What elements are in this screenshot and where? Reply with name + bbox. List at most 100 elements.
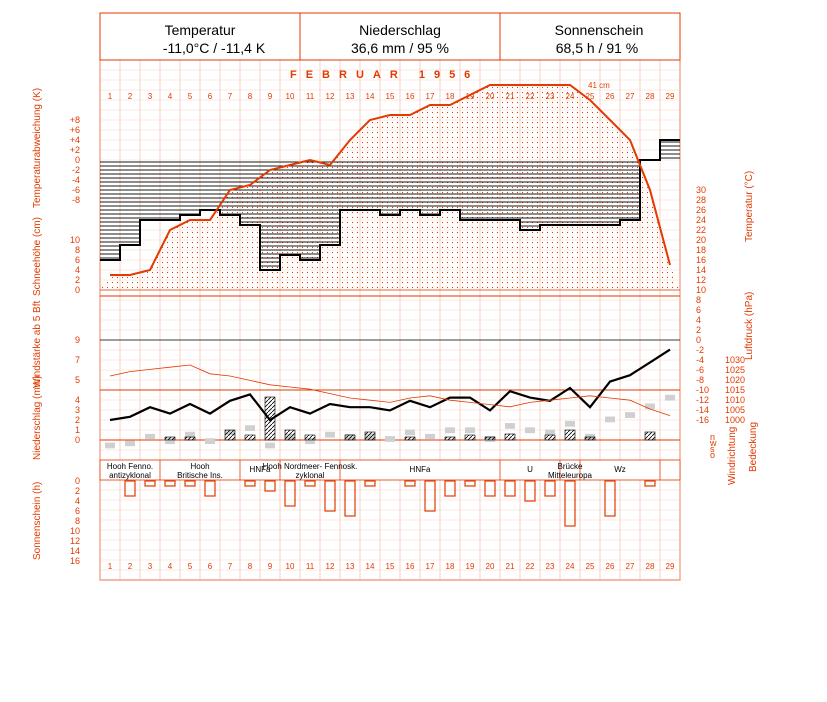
tick-temp-dev: +6 — [70, 125, 80, 135]
sunshine-bar — [324, 480, 336, 512]
temp-range-bar — [205, 438, 215, 445]
sunshine-bar — [444, 480, 456, 497]
precip-bar — [504, 433, 516, 441]
tick-temperature: -14 — [696, 405, 709, 415]
day-label: 7 — [228, 92, 233, 101]
axis-label-wind-dir: Windrichtung — [727, 427, 738, 485]
tick-snow: 10 — [70, 235, 80, 245]
day-label: 9 — [268, 92, 273, 101]
tick-precip: 2 — [75, 415, 80, 425]
weather-type-line2: antizyklonal — [109, 471, 151, 480]
day-label: 25 — [586, 562, 595, 571]
tick-sunshine: 16 — [70, 556, 80, 566]
tick-pressure: 1015 — [725, 385, 745, 395]
temp-range-bar — [325, 431, 335, 438]
sunshine-bars — [124, 480, 656, 527]
temp-dev-bar — [200, 160, 220, 210]
weather-type-line1: Brücke — [558, 462, 583, 471]
tick-temperature: 6 — [696, 305, 701, 315]
day-label: 1 — [108, 92, 113, 101]
precip-bar — [544, 434, 556, 441]
tick-temperature: 24 — [696, 215, 706, 225]
temp-dev-bar — [260, 160, 280, 270]
axis-label-sunshine: Sonnenschein (h) — [32, 482, 43, 560]
day-label: 29 — [666, 562, 675, 571]
axis-ticks: +8+6+4+20-2-4-6-810864203028262422201816… — [70, 115, 745, 566]
day-label: 16 — [406, 562, 415, 571]
tick-wind: 7 — [75, 355, 80, 365]
day-label: 27 — [626, 562, 635, 571]
temp-dev-bar — [160, 160, 180, 220]
day-label: 4 — [168, 562, 173, 571]
day-label: 14 — [366, 92, 375, 101]
tick-temperature: 8 — [696, 295, 701, 305]
tick-temperature: 10 — [696, 285, 706, 295]
temp-dev-bar — [280, 160, 300, 255]
day-label: 24 — [566, 562, 575, 571]
temp-range-bar — [145, 433, 155, 440]
tick-precip: 4 — [75, 395, 80, 405]
tick-temperature: 22 — [696, 225, 706, 235]
snow-line — [110, 84, 671, 276]
temp-dev-bar — [620, 160, 640, 220]
day-label: 13 — [346, 92, 355, 101]
day-label: 2 — [128, 562, 133, 571]
temp-dev-bar — [120, 160, 140, 245]
tick-temperature: 4 — [696, 315, 701, 325]
precip-bar — [464, 434, 476, 441]
day-label: 14 — [366, 562, 375, 571]
tick-snow: 8 — [75, 245, 80, 255]
temperature-line — [109, 348, 671, 422]
tick-temp-dev: -6 — [72, 185, 80, 195]
precip-bar — [444, 436, 456, 441]
tick-sunshine: 2 — [75, 486, 80, 496]
sunshine-bar — [504, 480, 516, 497]
day-label: 20 — [486, 562, 495, 571]
temp-range-bar — [125, 440, 135, 447]
sunshine-bar — [304, 480, 316, 487]
snow-note: 41 cm — [588, 81, 610, 90]
temp-dev-bar — [240, 160, 260, 225]
temp-range-bar — [645, 403, 655, 410]
temp-dev-bar — [140, 160, 160, 220]
precip-bar — [244, 434, 256, 441]
tick-temperature: 30 — [696, 185, 706, 195]
day-label: 12 — [326, 562, 335, 571]
precip-bar — [564, 429, 576, 441]
day-label: 26 — [606, 562, 615, 571]
tick-temperature: 0 — [696, 335, 701, 345]
temp-range-bar — [545, 429, 555, 436]
tick-temperature: -6 — [696, 365, 704, 375]
temp-dev-bar — [400, 160, 420, 210]
sunshine-title: Sonnenschein — [555, 22, 644, 38]
weather-type-line1: Hooh Nordmeer- Fennosk. — [263, 462, 358, 471]
tick-sunshine: 0 — [75, 476, 80, 486]
sunshine-bar — [424, 480, 436, 512]
day-label: 16 — [406, 92, 415, 101]
day-label: 15 — [386, 562, 395, 571]
temp-dev-bar — [320, 160, 340, 245]
tick-pressure: 1020 — [725, 375, 745, 385]
temp-dev-bar — [660, 140, 680, 160]
day-labels-bottom: 1 2 3 4 5 6 7 8 9 10 11 12 13 14 15 16 17 18 19 20 21 22 23 24 2… — [108, 562, 675, 571]
day-label: 15 — [386, 92, 395, 101]
tick-snow: 2 — [75, 275, 80, 285]
temperature-value: -11,0°C / -11,4 K — [163, 40, 266, 56]
tick-precip: 0 — [75, 435, 80, 445]
temp-range-bar — [445, 427, 455, 434]
sunshine-bar — [204, 480, 216, 497]
day-label: 11 — [306, 562, 315, 571]
weather-type-line1: HNFa — [410, 465, 431, 474]
axis-label-snow: Schneehöhe (cm) — [32, 217, 43, 296]
snow-depth-line — [110, 84, 671, 276]
tick-sunshine: 10 — [70, 526, 80, 536]
tick-temperature: -12 — [696, 395, 709, 405]
tick-wind-dir: w — [709, 438, 717, 448]
temp-dev-bar — [440, 160, 460, 210]
temp-dev-bar — [580, 160, 600, 225]
day-label: 17 — [426, 92, 435, 101]
day-label: 5 — [188, 92, 193, 101]
temp-dev-bar — [100, 160, 120, 260]
weather-type-line2: Britische Ins. — [177, 471, 223, 480]
